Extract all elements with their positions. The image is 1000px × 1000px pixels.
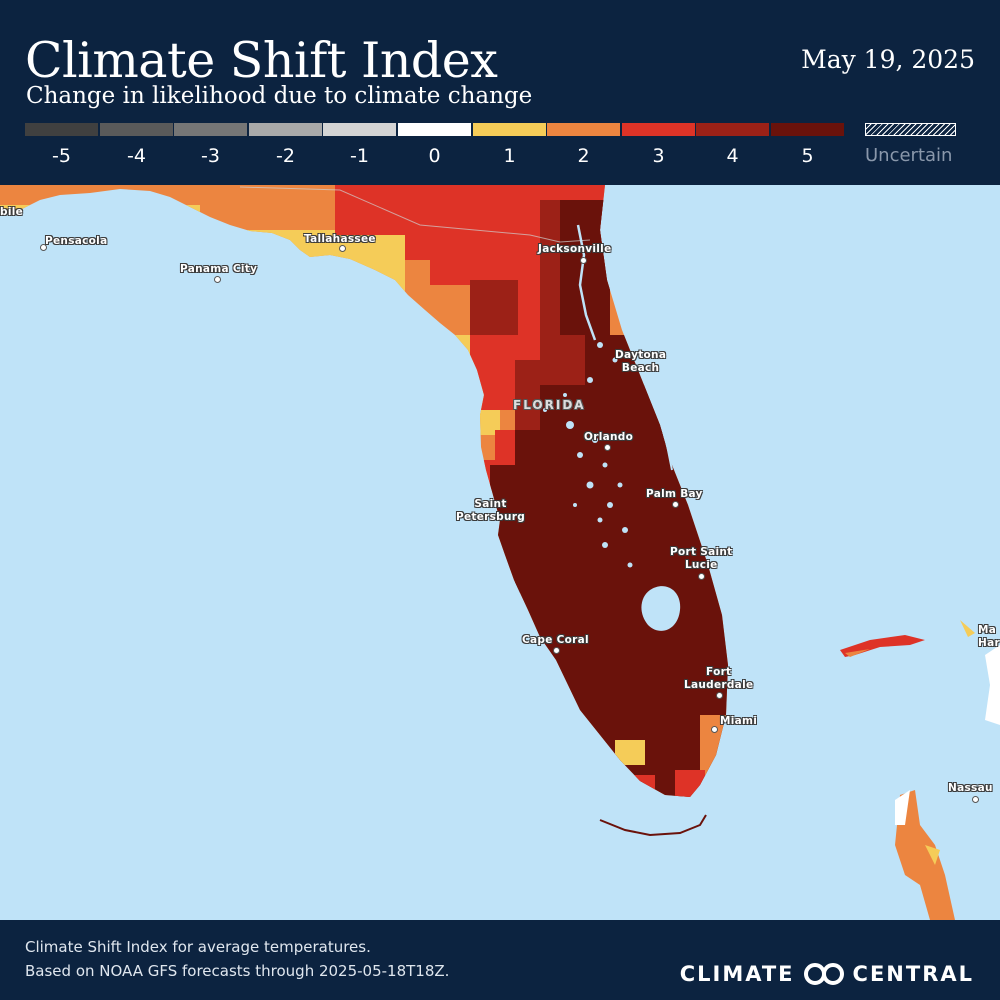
- header-bar: Climate Shift Index Change in likelihood…: [0, 0, 1000, 185]
- map-panel[interactable]: bile Pensacola Panama City Tallahassee J…: [0, 185, 1000, 920]
- city-label-saint-petersburg: Saint Petersburg: [456, 498, 526, 523]
- legend-label: 0: [428, 145, 441, 167]
- city-marker: [339, 245, 346, 252]
- footer-note-2: Based on NOAA GFS forecasts through 2025…: [25, 962, 450, 980]
- legend-item-minus-4: -4: [100, 123, 173, 167]
- page-title: Climate Shift Index: [25, 32, 498, 89]
- legend-item-minus-1: -1: [323, 123, 396, 167]
- brand-word-right: CENTRAL: [852, 962, 974, 986]
- city-marker: [604, 444, 611, 451]
- legend-label: 4: [726, 145, 739, 167]
- brand-logo-text: CLIMATE CENTRAL: [680, 962, 974, 986]
- lake-okeechobee: [641, 586, 681, 631]
- legend-item-2: 2: [547, 123, 620, 167]
- andros-north: [895, 790, 910, 825]
- city-label-daytona-beach: Daytona Beach: [615, 349, 667, 374]
- city-marker: [672, 501, 679, 508]
- legend-swatch: [174, 123, 247, 136]
- legend-label: 3: [652, 145, 665, 167]
- inland-lakes: [543, 342, 633, 568]
- legend-item-minus-3: -3: [174, 123, 247, 167]
- city-marker: [214, 276, 221, 283]
- city-label-tallahassee: Tallahassee: [304, 233, 376, 245]
- hatch-swatch: [865, 123, 956, 136]
- andros-east: [925, 845, 940, 865]
- legend-item-minus-2: -2: [249, 123, 322, 167]
- abaco-island: [985, 645, 1000, 725]
- climate-central-logo-icon: [803, 963, 844, 985]
- legend-swatch: [547, 123, 620, 136]
- legend-label: -2: [276, 145, 295, 167]
- legend-label: 5: [801, 145, 814, 167]
- legend-item-3: 3: [622, 123, 695, 167]
- andros-island: [895, 790, 955, 920]
- legend-item-5: 5: [771, 123, 844, 167]
- city-label-marsh-harbour: Ma Har: [978, 624, 1000, 649]
- legend-swatch: [473, 123, 546, 136]
- city-label-palm-bay: Palm Bay: [646, 488, 703, 500]
- legend-swatch: [249, 123, 322, 136]
- legend-item-0: 0: [398, 123, 471, 167]
- legend-label: 1: [503, 145, 516, 167]
- legend-swatch: [622, 123, 695, 136]
- city-label-port-saint-lucie: Port Saint Lucie: [670, 546, 733, 571]
- abaco-tip: [960, 620, 975, 637]
- legend-item-uncertain: Uncertain: [865, 123, 960, 166]
- city-label-panama-city: Panama City: [180, 263, 258, 275]
- legend-label: Uncertain: [865, 145, 953, 166]
- legend-label: -1: [350, 145, 369, 167]
- city-label-orlando: Orlando: [584, 431, 634, 443]
- state-border: [239, 186, 591, 243]
- florida-keys: [599, 814, 707, 837]
- legend-label: -4: [127, 145, 146, 167]
- legend-swatch: [100, 123, 173, 136]
- florida-landmass: [0, 185, 728, 797]
- legend-item-4: 4: [696, 123, 769, 167]
- city-label-fort-lauderdale: Fort Lauderdale: [684, 666, 754, 691]
- city-marker: [698, 573, 705, 580]
- grand-bahama-west: [845, 649, 870, 657]
- city-label-jacksonville: Jacksonville: [538, 243, 612, 255]
- legend-swatch: [398, 123, 471, 136]
- st-johns-river: [576, 224, 597, 341]
- state-label: FLORIDA: [513, 398, 586, 412]
- legend-item-1: 1: [473, 123, 546, 167]
- city-marker: [553, 647, 560, 654]
- legend-swatch: [323, 123, 396, 136]
- legend-swatch: [696, 123, 769, 136]
- city-label-mobile: bile: [0, 206, 24, 218]
- city-label-pensacola: Pensacola: [45, 235, 108, 247]
- city-marker: [972, 796, 979, 803]
- legend-swatch: [771, 123, 844, 136]
- map-canvas: [0, 185, 1000, 920]
- color-legend: -5 -4 -3 -2 -1 0 1 2: [25, 123, 960, 173]
- legend-swatch: [25, 123, 98, 136]
- indian-river: [654, 394, 673, 471]
- legend-label: -3: [201, 145, 220, 167]
- date-label: May 19, 2025: [801, 45, 975, 74]
- page-subtitle: Change in likelihood due to climate chan…: [26, 83, 533, 109]
- city-label-nassau: Nassau: [948, 782, 993, 794]
- city-marker: [711, 726, 718, 733]
- city-label-miami: Miami: [720, 715, 758, 727]
- legend-label: 2: [577, 145, 590, 167]
- brand-word-left: CLIMATE: [679, 962, 795, 986]
- city-marker: [580, 257, 587, 264]
- footer-bar: Climate Shift Index for average temperat…: [0, 920, 1000, 1000]
- city-marker: [40, 244, 47, 251]
- city-marker: [716, 692, 723, 699]
- city-label-cape-coral: Cape Coral: [522, 634, 589, 646]
- legend-item-minus-5: -5: [25, 123, 98, 167]
- legend-label: -5: [52, 145, 71, 167]
- footer-note-1: Climate Shift Index for average temperat…: [25, 938, 371, 956]
